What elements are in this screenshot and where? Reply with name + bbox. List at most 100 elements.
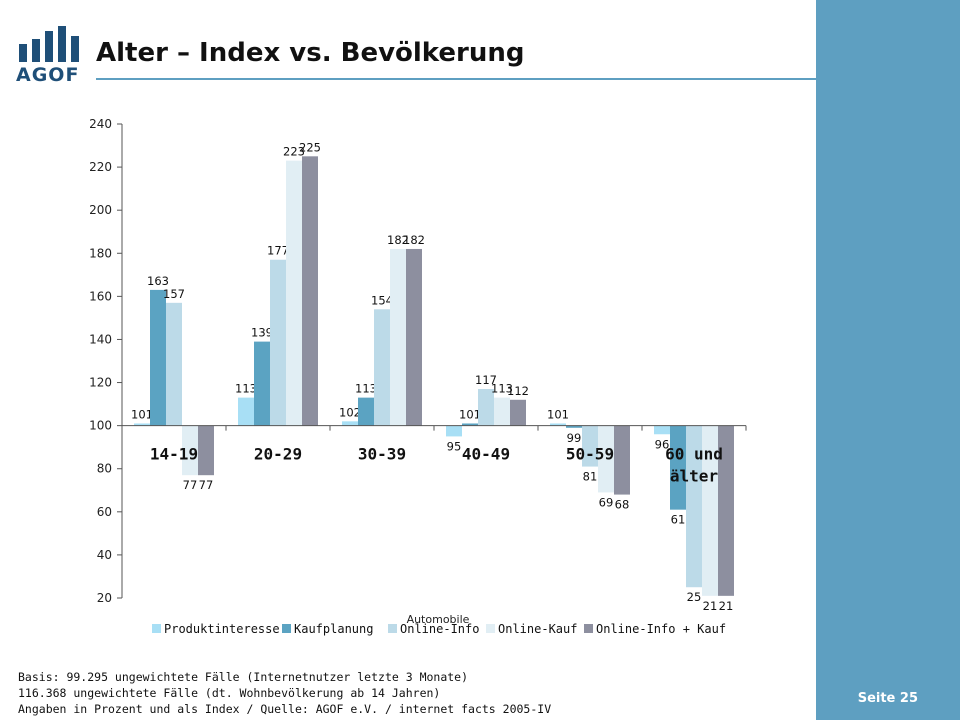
category-label: 40-49 — [462, 445, 510, 464]
category-label: 20-29 — [254, 445, 302, 464]
data-label: 68 — [615, 498, 630, 512]
bar — [406, 248, 422, 426]
data-label: 139 — [251, 326, 273, 340]
bar — [254, 341, 270, 426]
footnote-line: Basis: 99.295 ungewichtete Fälle (Intern… — [18, 670, 469, 684]
footnote: Basis: 99.295 ungewichtete Fälle (Intern… — [18, 669, 551, 717]
bar — [670, 425, 686, 510]
bar — [478, 389, 494, 426]
y-tick-label: 80 — [97, 462, 112, 476]
x-axis-label: Automobile — [407, 613, 470, 626]
legend-swatch — [584, 624, 593, 633]
data-label: 177 — [267, 244, 289, 258]
page-title: Alter – Index vs. Bevölkerung — [96, 38, 525, 68]
bar — [390, 248, 406, 426]
data-label: 113 — [235, 382, 257, 396]
bar — [166, 302, 182, 426]
bar — [198, 425, 214, 476]
y-tick-label: 120 — [89, 376, 112, 390]
title-divider — [96, 78, 816, 80]
data-label: 77 — [199, 478, 214, 492]
category-label: älter — [670, 467, 718, 486]
bar — [686, 425, 702, 588]
data-label: 61 — [671, 513, 686, 527]
data-label: 182 — [387, 233, 409, 247]
data-label: 96 — [655, 437, 670, 451]
bar — [462, 423, 478, 426]
bar — [134, 423, 150, 426]
data-label: 223 — [283, 145, 305, 159]
agof-logo: AGOF — [16, 26, 82, 86]
data-label: 154 — [371, 293, 393, 307]
data-label: 69 — [599, 495, 614, 509]
bar — [150, 289, 166, 426]
category-label: 60 und — [665, 445, 723, 464]
legend-swatch — [388, 624, 397, 633]
y-tick-label: 140 — [89, 332, 112, 346]
y-tick-label: 20 — [97, 591, 112, 605]
bar — [718, 425, 734, 596]
y-tick-label: 100 — [89, 419, 112, 433]
data-label: 225 — [299, 140, 321, 154]
data-label: 81 — [583, 470, 598, 484]
data-label: 157 — [163, 287, 185, 301]
data-label: 21 — [719, 599, 734, 613]
bar — [286, 160, 302, 426]
data-label: 113 — [355, 382, 377, 396]
legend-label: Kaufplanung — [294, 622, 373, 636]
data-label: 113 — [491, 382, 513, 396]
bar — [494, 397, 510, 426]
legend-label: Online-Info + Kauf — [596, 622, 726, 636]
logo-text: AGOF — [16, 64, 80, 86]
data-label: 101 — [459, 407, 481, 421]
index-bar-chart: 2040608010012014016018020022024010116315… — [89, 117, 747, 636]
y-tick-label: 180 — [89, 246, 112, 260]
data-label: 101 — [547, 407, 569, 421]
bar — [374, 309, 390, 426]
data-label: 112 — [507, 384, 529, 398]
data-label: 102 — [339, 405, 361, 419]
category-label: 14-19 — [150, 445, 198, 464]
legend-swatch — [282, 624, 291, 633]
page-number: Seite 25 — [857, 691, 918, 706]
data-label: 163 — [147, 274, 169, 288]
bar — [238, 397, 254, 426]
y-tick-label: 40 — [97, 548, 112, 562]
category-label: 30-39 — [358, 445, 406, 464]
bar — [566, 425, 582, 428]
bar — [182, 425, 198, 476]
y-tick-label: 160 — [89, 289, 112, 303]
category-label: 50-59 — [566, 445, 614, 464]
footnote-line: Angaben in Prozent und als Index / Quell… — [18, 702, 552, 716]
bar — [446, 425, 462, 437]
logo-bars-icon — [19, 26, 79, 62]
data-label: 95 — [447, 439, 462, 453]
data-label: 25 — [687, 590, 702, 604]
bar — [550, 423, 566, 426]
bar — [614, 425, 630, 495]
bar — [510, 399, 526, 426]
bar — [654, 425, 670, 435]
y-tick-label: 240 — [89, 117, 112, 131]
legend-label: Online-Kauf — [498, 622, 577, 636]
data-label: 101 — [131, 407, 153, 421]
bar — [358, 397, 374, 426]
y-tick-label: 60 — [97, 505, 112, 519]
legend-swatch — [152, 624, 161, 633]
bar — [582, 425, 598, 467]
bar — [302, 156, 318, 426]
data-label: 182 — [403, 233, 425, 247]
y-tick-label: 200 — [89, 203, 112, 217]
bar — [342, 421, 358, 426]
side-band — [816, 0, 960, 720]
bar — [270, 259, 286, 426]
y-tick-label: 220 — [89, 160, 112, 174]
data-label: 117 — [475, 373, 497, 387]
footnote-line: 116.368 ungewichtete Fälle (dt. Wohnbevö… — [18, 686, 441, 700]
bar — [598, 425, 614, 493]
legend-swatch — [486, 624, 495, 633]
legend-label: Produktinteresse — [164, 622, 280, 636]
data-label: 99 — [567, 431, 582, 445]
legend-label: Online-Info — [400, 622, 479, 636]
data-label: 77 — [183, 478, 198, 492]
